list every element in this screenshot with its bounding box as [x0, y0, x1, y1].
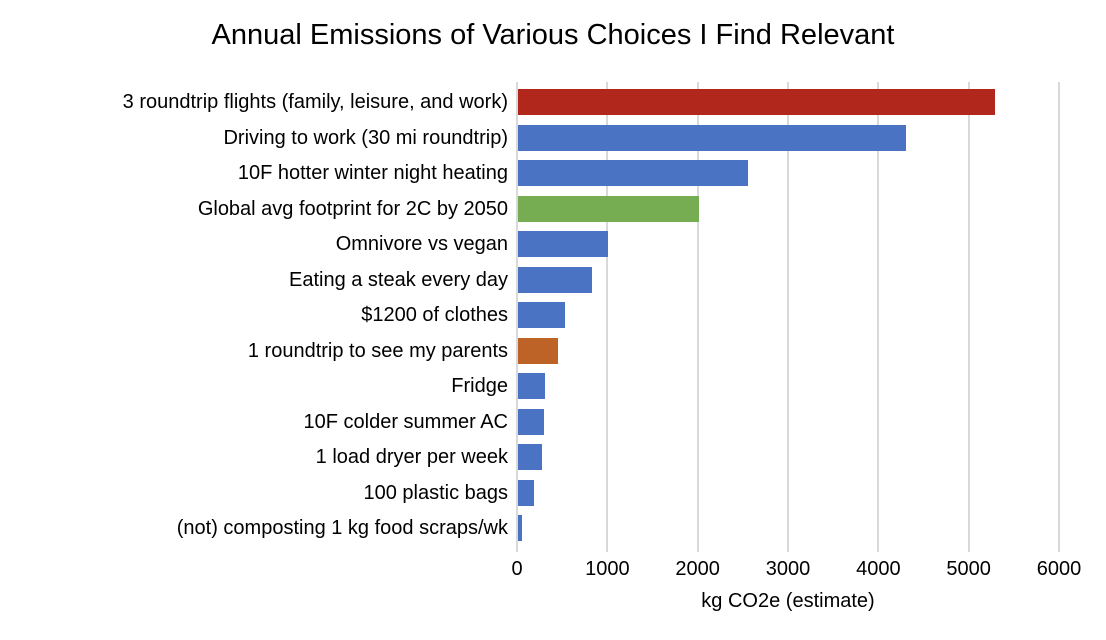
category-label-12: (not) composting 1 kg food scraps/wk	[176, 517, 508, 539]
bar-row-3	[518, 195, 699, 222]
gridline-6000	[1058, 82, 1060, 552]
x-axis-title: kg CO2e (estimate)	[701, 590, 875, 612]
bar-row-6	[518, 302, 565, 328]
bar-row-4	[518, 231, 609, 257]
bar-row-5	[518, 266, 593, 293]
bar-row-9	[518, 408, 545, 435]
category-label-7: 1 roundtrip to see my parents	[247, 339, 508, 362]
plot-area	[516, 82, 1060, 552]
bar-row-2	[518, 160, 749, 186]
category-label-3: Global avg footprint for 2C by 2050	[197, 197, 508, 220]
category-label-0: 3 roundtrip flights (family, leisure, an…	[122, 91, 508, 113]
bar-row-12	[518, 515, 522, 541]
gridline-3000	[787, 82, 789, 552]
bar-row-8	[518, 373, 546, 399]
gridline-4000	[877, 82, 880, 552]
x-tick-label-6000: 6000	[1036, 558, 1082, 580]
chart-title: Annual Emissions of Various Choices I Fi…	[211, 19, 895, 51]
category-label-6: $1200 of clothes	[361, 304, 508, 326]
category-label-8: Fridge	[451, 375, 508, 397]
gridline-1000	[606, 82, 609, 552]
category-label-4: Omnivore vs vegan	[335, 233, 508, 255]
x-tick-label-2000: 2000	[675, 558, 720, 580]
x-tick-label-3000: 3000	[765, 558, 811, 580]
bar-row-1	[518, 124, 907, 151]
gridline-5000	[967, 82, 970, 552]
gridline-2000	[696, 82, 699, 552]
category-label-11: 100 plastic bags	[363, 481, 508, 504]
category-axis-labels: 3 roundtrip flights (family, leisure, an…	[0, 82, 508, 552]
bar-row-7	[518, 337, 559, 364]
category-label-9: 10F colder summer AC	[303, 410, 508, 433]
x-tick-label-4000: 4000	[856, 558, 901, 580]
x-tick-label-0: 0	[511, 558, 523, 580]
x-axis-tick-labels: 0 1000 2000 3000 4000 5000 6000	[511, 552, 1081, 580]
gridline-0	[516, 82, 518, 552]
bar-row-10	[518, 444, 543, 470]
category-label-2: 10F hotter winter night heating	[237, 162, 508, 184]
bar-row-0	[518, 89, 995, 115]
bar-row-11	[518, 479, 534, 506]
category-label-5: Eating a steak every day	[288, 268, 508, 291]
category-label-10: 1 load dryer per week	[315, 446, 508, 468]
x-tick-label-5000: 5000	[946, 558, 991, 580]
x-tick-label-1000: 1000	[585, 558, 630, 580]
category-label-1: Driving to work (30 mi roundtrip)	[223, 126, 508, 149]
